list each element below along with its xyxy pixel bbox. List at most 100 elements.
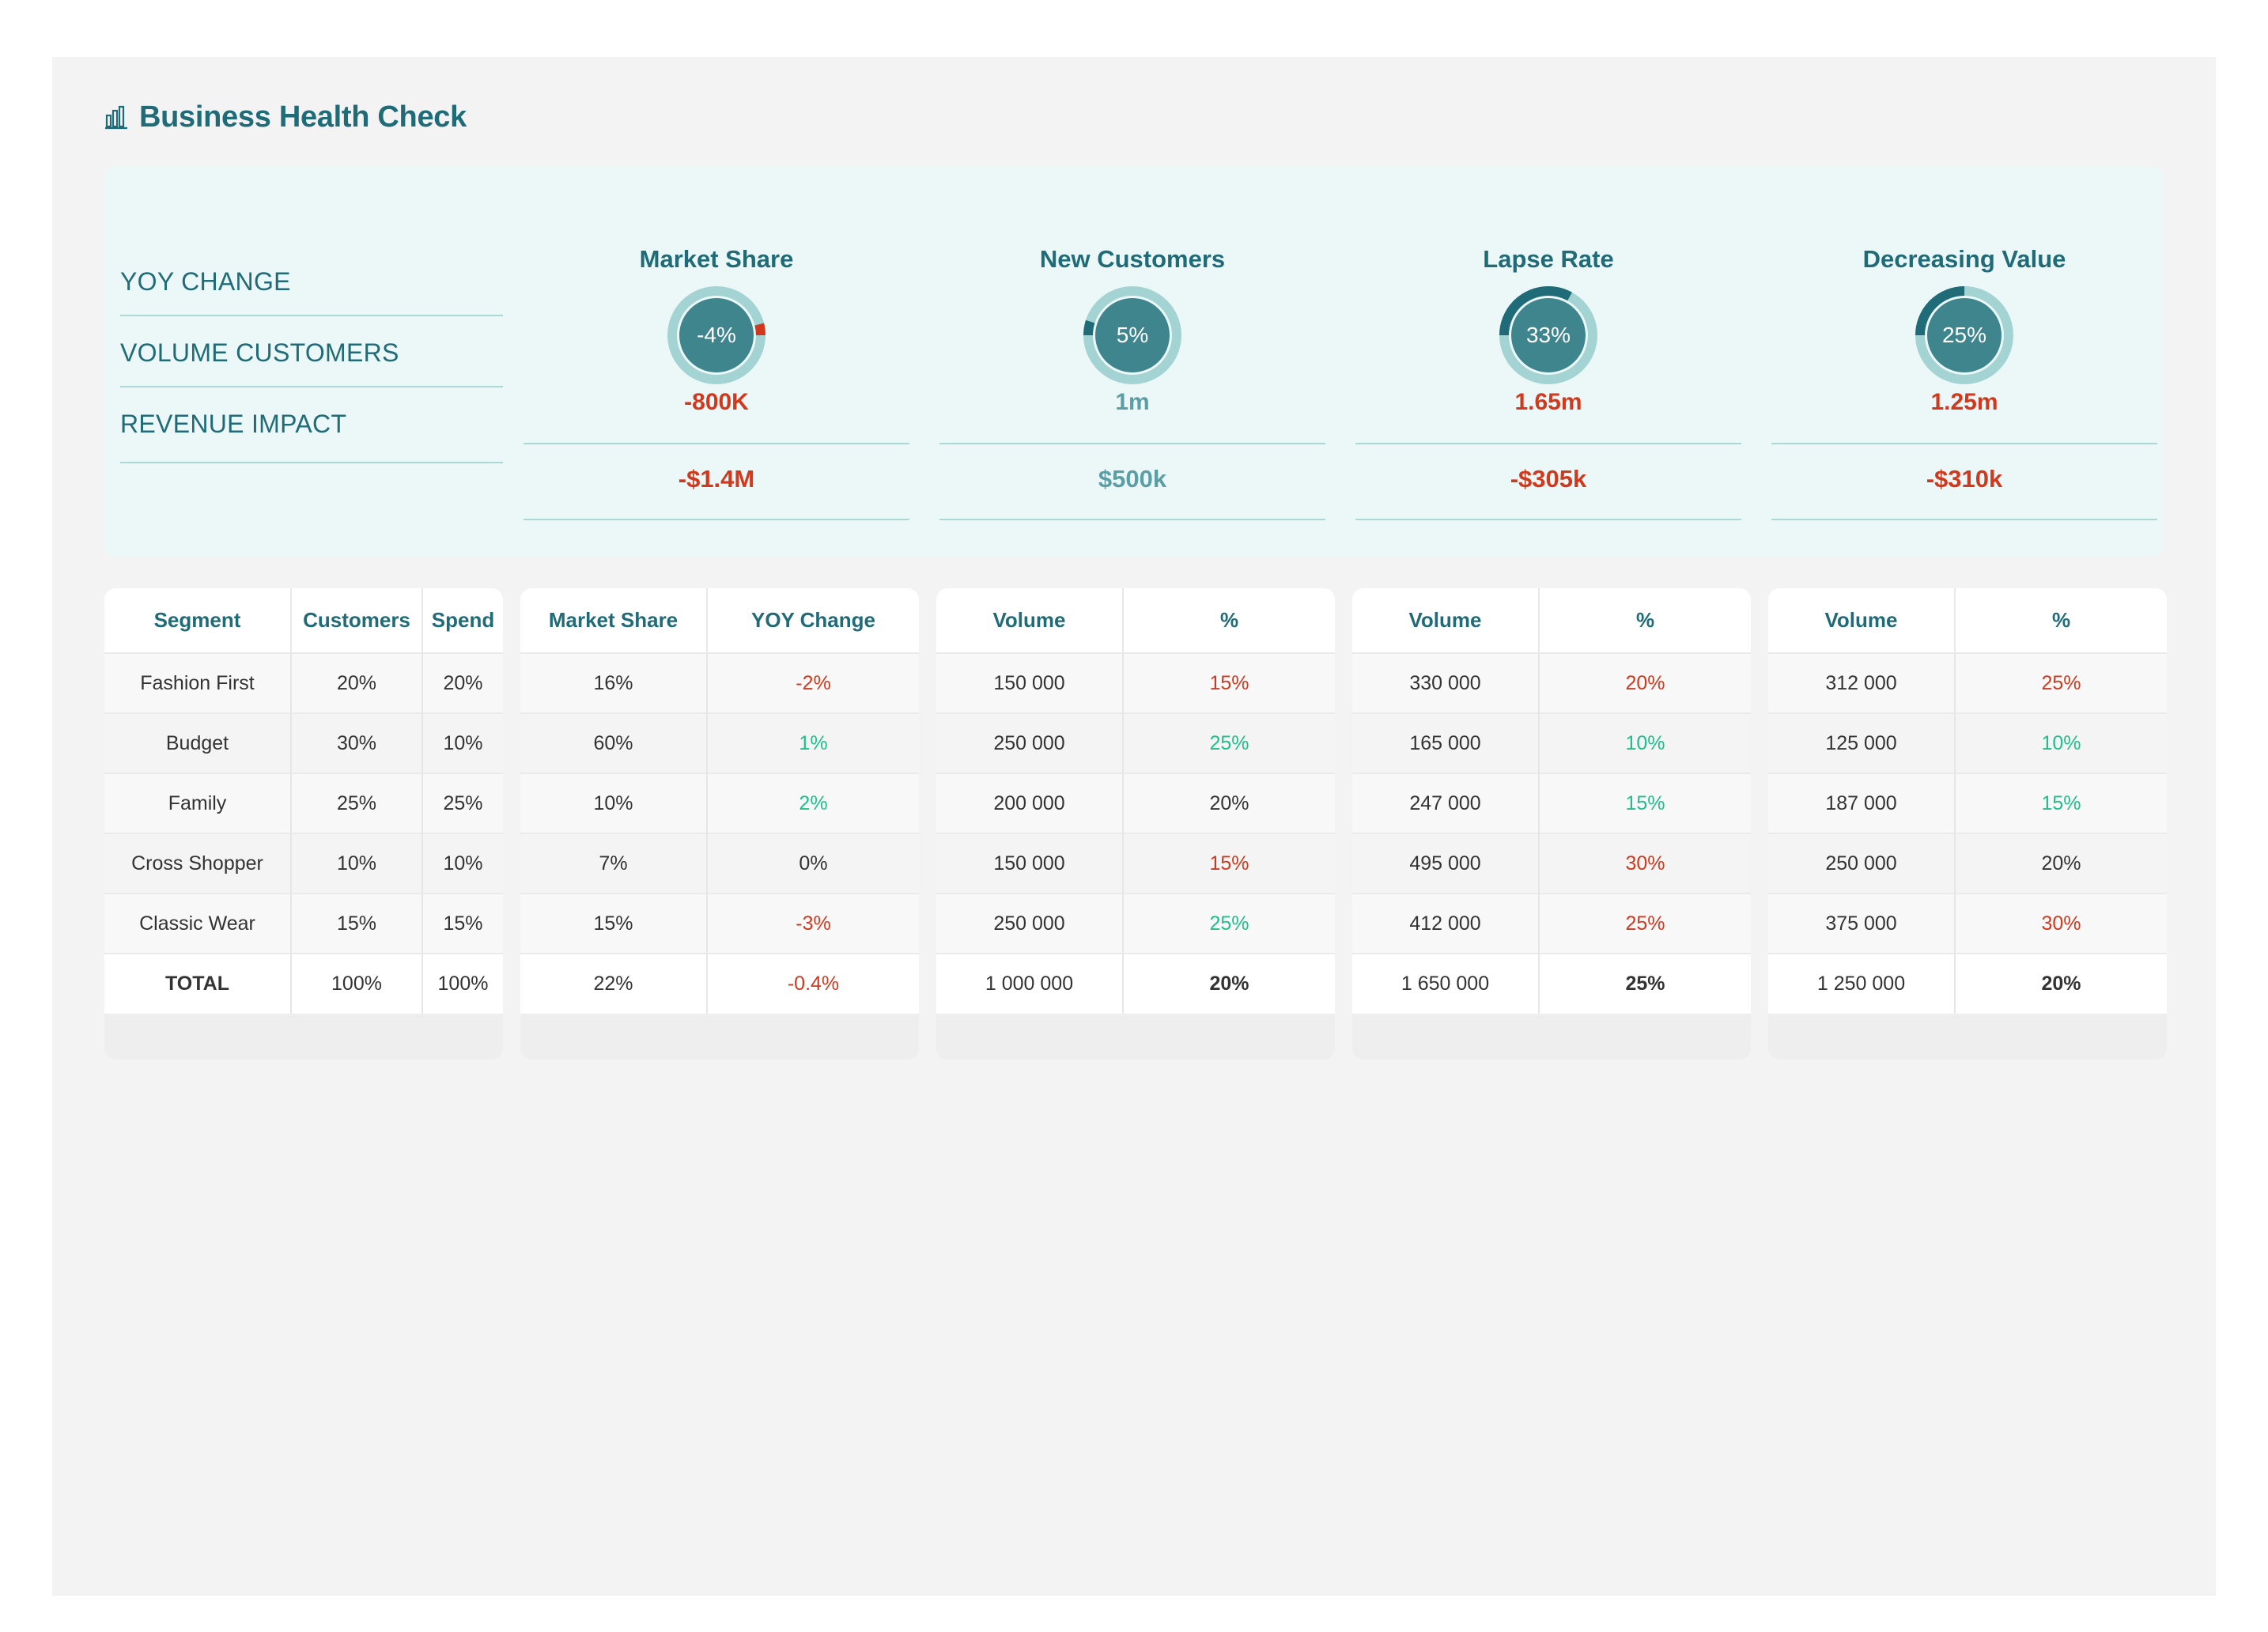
kpi-gauge: -4% — [667, 286, 765, 384]
table-cell: 150 000 — [936, 833, 1124, 893]
table-row: 250 000 20% — [1768, 833, 2167, 893]
table-header-row: Volume% — [1352, 588, 1751, 653]
table-cell: 247 000 — [1352, 773, 1540, 833]
table-row: Classic Wear 15% 15% — [104, 893, 503, 954]
column-header[interactable]: Volume — [1768, 588, 1956, 653]
table-cell: 15% — [1123, 652, 1335, 713]
table-cell: 15% — [422, 893, 503, 954]
table-row: 125 000 10% — [1768, 712, 2167, 773]
table-cell: 375 000 — [1768, 893, 1956, 954]
divider — [1355, 443, 1741, 444]
gauge-center — [679, 298, 754, 372]
gauge-value: 25% — [1941, 323, 1987, 347]
table-cell: 25% — [422, 773, 503, 833]
table-cell: 30% — [291, 712, 423, 773]
data-table-3: Volume% 150 000 15% 250 000 25% 200 000 20% 150… — [936, 588, 1335, 1060]
table-total-row: TOTAL 100% 100% — [104, 953, 503, 1014]
column-header[interactable]: Segment — [104, 588, 292, 653]
column-header[interactable]: Volume — [1352, 588, 1540, 653]
kpi-title: Market Share — [639, 245, 794, 273]
divider — [1771, 443, 2157, 444]
kpi-title: Decreasing Value — [1862, 245, 2066, 273]
divider — [939, 519, 1325, 520]
kpi-summary-panel: YOY CHANGE VOLUME CUSTOMERS REVENUE IMPA… — [104, 166, 2164, 557]
total-cell: 1 250 000 — [1768, 953, 1956, 1014]
table-row: 312 000 25% — [1768, 652, 2167, 713]
kpi-column-decreasing-value: Decreasing Value 25% 1.25m -$310k — [1771, 166, 2157, 557]
table-cell: 25% — [1123, 712, 1335, 773]
table-cell: 150 000 — [936, 652, 1124, 713]
table-cell: 0% — [707, 833, 919, 893]
total-cell: TOTAL — [104, 953, 292, 1014]
total-cell: 1 650 000 — [1352, 953, 1540, 1014]
table-cell: 15% — [520, 893, 708, 954]
table-cell: 250 000 — [936, 712, 1124, 773]
column-header[interactable]: % — [1123, 588, 1335, 653]
total-cell: -0.4% — [707, 953, 919, 1014]
table-cell: 25% — [291, 773, 423, 833]
data-table-5: Volume% 312 000 25% 125 000 10% 187 000 15% 250… — [1768, 588, 2167, 1060]
table-row: Family 25% 25% — [104, 773, 503, 833]
kpi-column-market-share: Market Share -4% -800K -$1.4M — [524, 166, 909, 557]
table-row: 15% -3% — [520, 893, 919, 954]
table-row: 495 000 30% — [1352, 833, 1751, 893]
kpi-revenue: $500k — [1098, 465, 1167, 493]
table-cell: 495 000 — [1352, 833, 1540, 893]
table-cell: Classic Wear — [104, 893, 292, 954]
table-row: 165 000 10% — [1352, 712, 1751, 773]
table-row: 60% 1% — [520, 712, 919, 773]
divider — [1771, 519, 2157, 520]
column-header[interactable]: Market Share — [520, 588, 708, 653]
table-cell: Cross Shopper — [104, 833, 292, 893]
kpi-volume: 1m — [1115, 389, 1150, 415]
table-row: 7% 0% — [520, 833, 919, 893]
table-cell: 412 000 — [1352, 893, 1540, 954]
table-header-row: Volume% — [936, 588, 1335, 653]
table-cell: -2% — [707, 652, 919, 713]
table-cell: 15% — [1123, 833, 1335, 893]
table-row: 247 000 15% — [1352, 773, 1751, 833]
table-total-row: 22% -0.4% — [520, 953, 919, 1014]
table-cell: 330 000 — [1352, 652, 1540, 713]
gauge-value: 5% — [1116, 323, 1149, 347]
table-row: 330 000 20% — [1352, 652, 1751, 713]
kpi-revenue: -$305k — [1510, 465, 1587, 493]
table-total-row: 1 650 000 25% — [1352, 953, 1751, 1014]
table-row: 412 000 25% — [1352, 893, 1751, 954]
table-header-row: Volume% — [1768, 588, 2167, 653]
table-cell: 25% — [1955, 652, 2167, 713]
table-cell: 125 000 — [1768, 712, 1956, 773]
table-cell: 250 000 — [1768, 833, 1956, 893]
gauge-arc — [1499, 286, 1597, 384]
column-header[interactable]: Customers — [291, 588, 423, 653]
column-header[interactable]: % — [1539, 588, 1751, 653]
table-row: Fashion First 20% 20% — [104, 652, 503, 713]
page-header: Business Health Check — [104, 93, 467, 141]
total-cell: 1 000 000 — [936, 953, 1124, 1014]
column-header[interactable]: % — [1955, 588, 2167, 653]
kpi-revenue: -$310k — [1926, 465, 2003, 493]
kpi-gauge: 25% — [1915, 286, 2013, 384]
column-header[interactable]: YOY Change — [707, 588, 919, 653]
table-row: 16% -2% — [520, 652, 919, 713]
page-title: Business Health Check — [139, 100, 467, 134]
table-total-row: 1 000 000 20% — [936, 953, 1335, 1014]
column-header[interactable]: Spend — [422, 588, 503, 653]
table-cell: 10% — [291, 833, 423, 893]
kpi-gauge: 33% — [1499, 286, 1597, 384]
table-cell: 20% — [422, 652, 503, 713]
row-label-revenue-impact: REVENUE IMPACT — [120, 410, 347, 438]
gauge-value: 33% — [1525, 323, 1571, 347]
divider — [120, 462, 503, 463]
table-row: 250 000 25% — [936, 893, 1335, 954]
table-cell: 15% — [291, 893, 423, 954]
kpi-volume: 1.65m — [1514, 389, 1582, 415]
table-row: Budget 30% 10% — [104, 712, 503, 773]
column-header[interactable]: Volume — [936, 588, 1124, 653]
gauge-arc — [1083, 286, 1181, 384]
kpi-revenue: -$1.4M — [678, 465, 755, 493]
divider — [120, 315, 503, 316]
kpi-title: Lapse Rate — [1483, 245, 1614, 273]
kpi-volume: -800K — [684, 389, 749, 415]
table-cell: 60% — [520, 712, 708, 773]
